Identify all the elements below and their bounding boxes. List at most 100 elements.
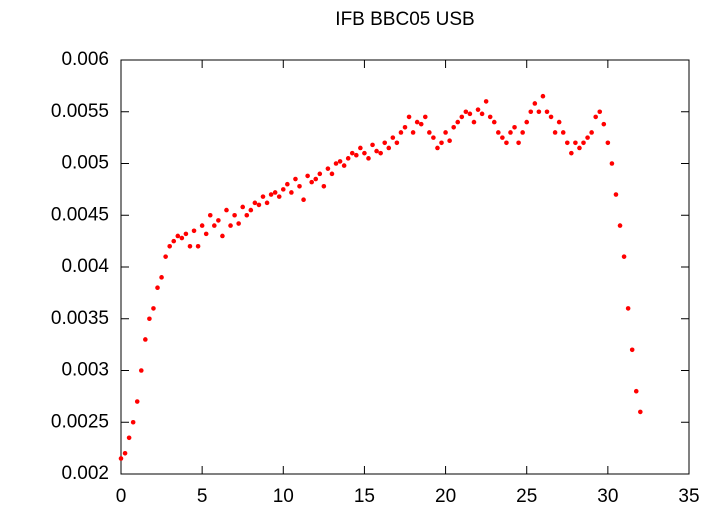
point (167, 244, 172, 249)
y-tick-label: 0.003 (61, 360, 109, 381)
point (398, 130, 404, 135)
point (435, 145, 440, 151)
point (313, 176, 319, 182)
point (601, 121, 607, 127)
point (199, 223, 205, 228)
point (374, 148, 379, 154)
y-tick-label: 0.004 (61, 256, 109, 277)
x-tick-label: 30 (597, 486, 618, 507)
point (191, 228, 197, 234)
point (609, 161, 615, 166)
point (236, 221, 241, 226)
point (175, 233, 181, 239)
point (143, 337, 148, 342)
point (220, 233, 225, 239)
point (329, 171, 335, 177)
point (272, 190, 278, 195)
point (228, 223, 233, 228)
y-tick-label: 0.002 (61, 463, 109, 484)
point (625, 306, 631, 311)
point (260, 194, 266, 199)
point (475, 107, 481, 112)
point (638, 409, 643, 415)
point (569, 150, 574, 156)
point (130, 419, 136, 425)
point (621, 254, 627, 259)
point (256, 202, 262, 208)
point (159, 275, 164, 280)
x-tick-label: 25 (516, 486, 537, 507)
point (431, 135, 436, 140)
point (455, 119, 461, 125)
point (402, 124, 408, 130)
point (544, 109, 550, 115)
x-tick-label: 20 (435, 486, 456, 507)
point (224, 207, 229, 213)
point (479, 111, 485, 117)
point (552, 130, 558, 135)
point (540, 93, 546, 99)
point (597, 109, 603, 115)
point (232, 212, 237, 218)
point (293, 176, 298, 182)
point (463, 109, 469, 115)
point (362, 150, 367, 156)
point (593, 114, 598, 120)
point (163, 254, 168, 259)
x-tick-label: 35 (678, 486, 699, 507)
point (264, 200, 270, 206)
point (134, 399, 140, 404)
point (147, 316, 152, 322)
point (155, 285, 160, 291)
point (183, 231, 189, 237)
point (629, 347, 635, 353)
point (276, 194, 282, 199)
point (447, 138, 452, 144)
point (536, 109, 542, 115)
point (252, 200, 258, 206)
point (617, 223, 623, 228)
point (118, 456, 124, 461)
point (585, 135, 590, 140)
point (349, 150, 355, 156)
point (496, 130, 501, 135)
point (390, 135, 396, 140)
point (443, 130, 448, 135)
point (633, 388, 639, 394)
point (203, 231, 209, 237)
point (248, 207, 254, 213)
point (337, 159, 343, 164)
point (317, 171, 323, 177)
y-tick-label: 0.005 (61, 153, 109, 174)
point (301, 197, 306, 203)
point (244, 212, 250, 218)
point (422, 114, 428, 120)
point (321, 183, 327, 189)
point (382, 140, 388, 146)
point (366, 156, 371, 161)
point (280, 187, 286, 192)
point (268, 192, 274, 197)
point (471, 119, 477, 125)
point (520, 130, 525, 135)
y-tick-label: 0.0025 (51, 411, 109, 432)
point (589, 130, 594, 135)
point (556, 119, 562, 125)
point (309, 179, 314, 185)
point (354, 152, 359, 158)
point (195, 244, 201, 249)
point (122, 451, 128, 456)
point (325, 166, 331, 171)
point (126, 435, 132, 441)
point (548, 114, 554, 120)
point (333, 161, 339, 166)
point (451, 124, 456, 130)
x-tick-label: 5 (197, 486, 208, 507)
point (487, 114, 493, 120)
point (439, 140, 444, 146)
point (491, 119, 497, 125)
point (345, 156, 351, 161)
point (341, 163, 347, 168)
point (289, 190, 294, 195)
